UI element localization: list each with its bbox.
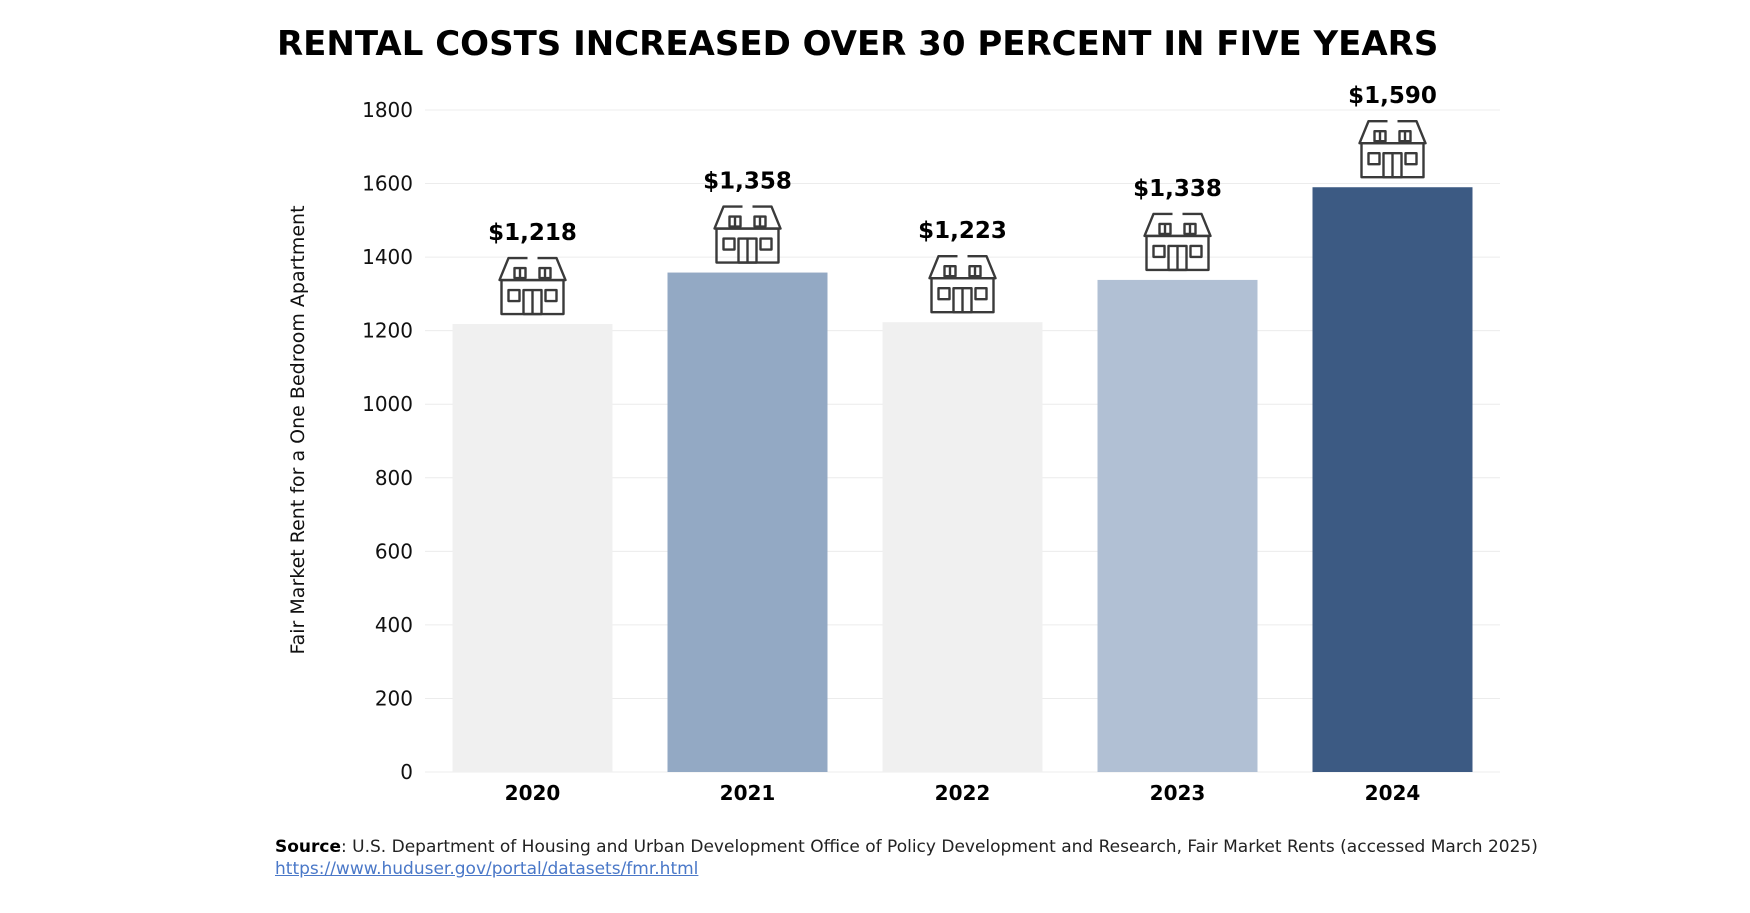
x-tick-label: 2022 [935, 781, 991, 805]
y-axis-label: Fair Market Rent for a One Bedroom Apart… [287, 205, 309, 654]
data-label-2021: $1,358 [703, 169, 792, 195]
x-axis-ticks: 2020 2021 2022 2023 2024 [505, 781, 1421, 805]
x-tick-label: 2023 [1150, 781, 1206, 805]
house-icon [928, 254, 997, 314]
bar-2020 [452, 324, 613, 772]
source-text: : U.S. Department of Housing and Urban D… [341, 837, 1538, 857]
y-tick-label: 600 [375, 539, 413, 563]
house-icon [498, 256, 567, 316]
bars [452, 187, 1473, 772]
y-tick-label: 1000 [362, 392, 413, 416]
source-note: Source: U.S. Department of Housing and U… [275, 836, 1538, 880]
y-tick-label: 400 [375, 613, 413, 637]
y-axis-ticks: 0 200 400 600 800 1000 1200 1400 1600 1800 [362, 98, 413, 784]
data-label-2023: $1,338 [1133, 176, 1222, 202]
source-link-line: https://www.huduser.gov/portal/datasets/… [275, 858, 1538, 880]
data-labels: $1,218 $1,358 $1,223 $1,338 $1,590 [488, 83, 1437, 246]
y-tick-label: 800 [375, 466, 413, 490]
source-label: Source [275, 837, 342, 857]
source-link[interactable]: https://www.huduser.gov/portal/datasets/… [275, 859, 699, 879]
data-label-2022: $1,223 [918, 218, 1007, 244]
house-icon [1358, 119, 1427, 179]
data-label-2020: $1,218 [488, 220, 577, 246]
house-icon [713, 204, 782, 264]
data-label-2024: $1,590 [1348, 83, 1437, 109]
bar-2021 [667, 272, 828, 772]
y-tick-label: 1800 [362, 98, 413, 122]
house-icon [1143, 211, 1212, 272]
y-tick-label: 1400 [362, 245, 413, 269]
y-tick-label: 1600 [362, 172, 413, 196]
bar-2022 [882, 322, 1043, 772]
x-tick-label: 2024 [1365, 781, 1421, 805]
house-icons [498, 119, 1427, 316]
y-tick-label: 1200 [362, 319, 413, 343]
y-tick-label: 0 [400, 760, 413, 784]
bar-2023 [1097, 279, 1258, 772]
chart-title: RENTAL COSTS INCREASED OVER 30 PERCENT I… [277, 24, 1439, 64]
y-tick-label: 200 [375, 686, 413, 710]
x-tick-label: 2021 [720, 781, 776, 805]
source-line: Source: U.S. Department of Housing and U… [275, 836, 1538, 858]
x-tick-label: 2020 [505, 781, 561, 805]
bar-2024 [1312, 187, 1473, 772]
